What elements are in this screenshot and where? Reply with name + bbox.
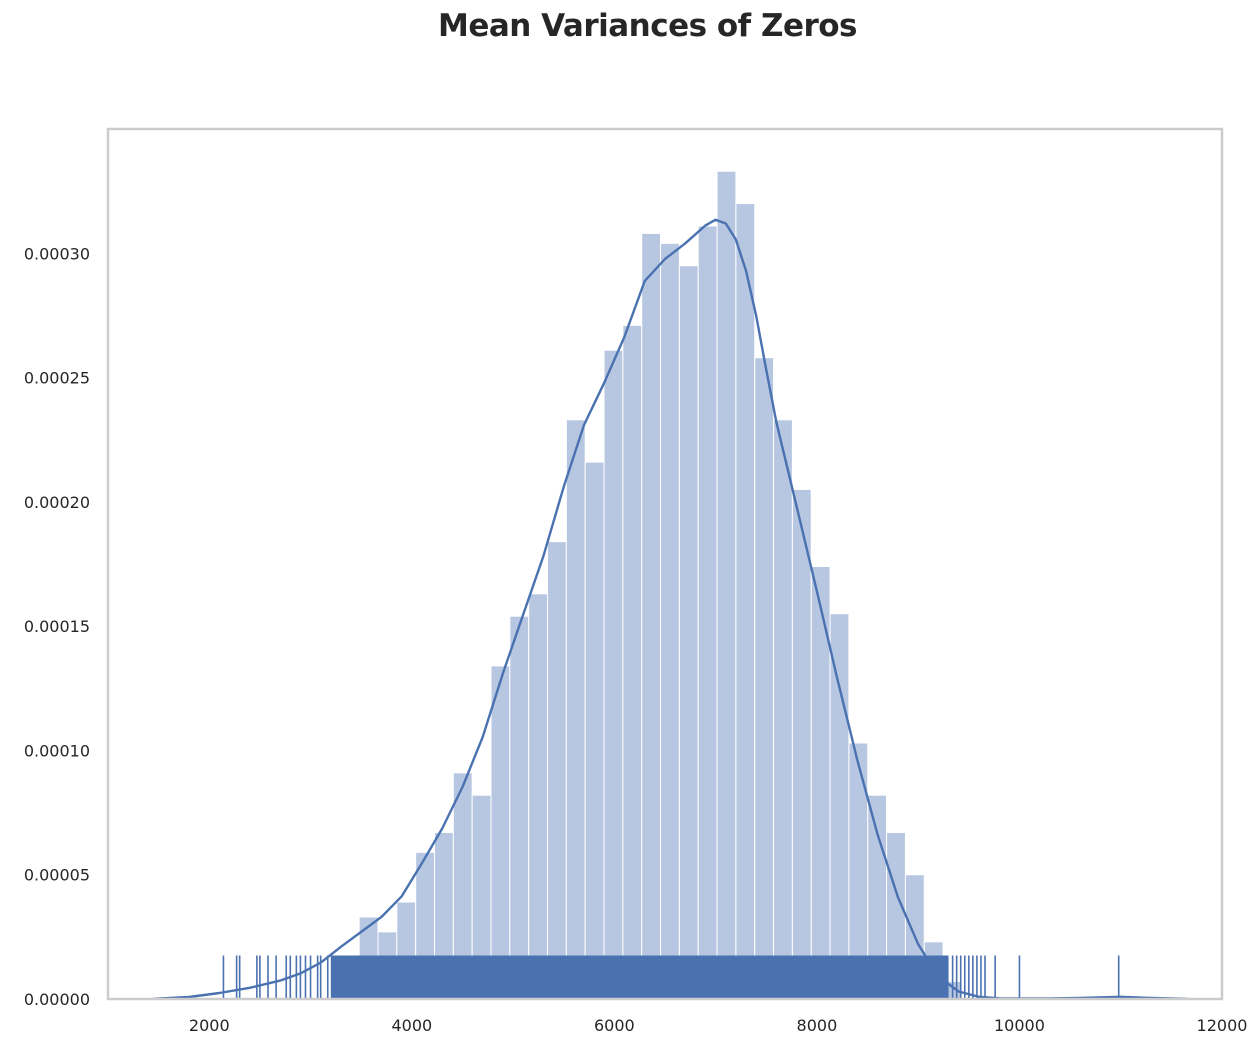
x-tick-label: 4000 — [391, 1016, 432, 1035]
x-tick-label: 12000 — [1197, 1016, 1248, 1035]
histogram-bar — [660, 242, 680, 1000]
y-tick-label: 0.00020 — [24, 493, 90, 512]
histogram-bar — [509, 615, 530, 1000]
chart-title: Mean Variances of Zeros — [437, 8, 858, 44]
histogram-bar — [490, 665, 511, 1000]
rug-plot — [222, 955, 1120, 999]
histogram-bar — [603, 349, 624, 1000]
histogram-bar — [716, 170, 737, 1000]
histogram-bar — [547, 541, 567, 1000]
kde-curve-layer — [153, 218, 1187, 1000]
histogram-bar — [791, 488, 812, 1000]
kde-curve — [153, 218, 1187, 1000]
histogram-bar — [773, 419, 793, 1000]
y-axis-ticks: 0.00000 0.00005 0.00010 0.00015 0.00020 0.000… — [24, 244, 90, 1009]
x-tick-label: 10000 — [994, 1016, 1045, 1035]
histogram-bar — [697, 225, 718, 1000]
rug-dense-block — [330, 955, 949, 999]
plot-frame — [106, 127, 1224, 1001]
histogram-bars — [358, 170, 963, 1000]
histogram-bar — [754, 357, 775, 1000]
histogram-bar — [584, 461, 605, 1000]
histogram-bar — [565, 419, 586, 1000]
histogram-bar — [622, 324, 643, 1000]
y-tick-label: 0.00005 — [24, 866, 90, 885]
x-tick-label: 2000 — [189, 1016, 230, 1035]
y-tick-label: 0.00000 — [24, 990, 90, 1009]
y-tick-label: 0.00025 — [24, 369, 90, 388]
x-tick-label: 8000 — [797, 1016, 838, 1035]
histogram-bar — [735, 203, 756, 1000]
y-tick-label: 0.00015 — [24, 617, 90, 636]
histogram-bar — [678, 265, 699, 1000]
x-tick-label: 6000 — [594, 1016, 635, 1035]
histogram-bar — [641, 232, 662, 1000]
y-tick-label: 0.00010 — [24, 741, 90, 760]
x-axis-ticks: 2000 4000 6000 8000 10000 12000 — [189, 1016, 1248, 1035]
y-tick-label: 0.00030 — [24, 244, 90, 263]
histogram-bar — [829, 613, 850, 1000]
histogram-bar — [528, 593, 549, 1000]
